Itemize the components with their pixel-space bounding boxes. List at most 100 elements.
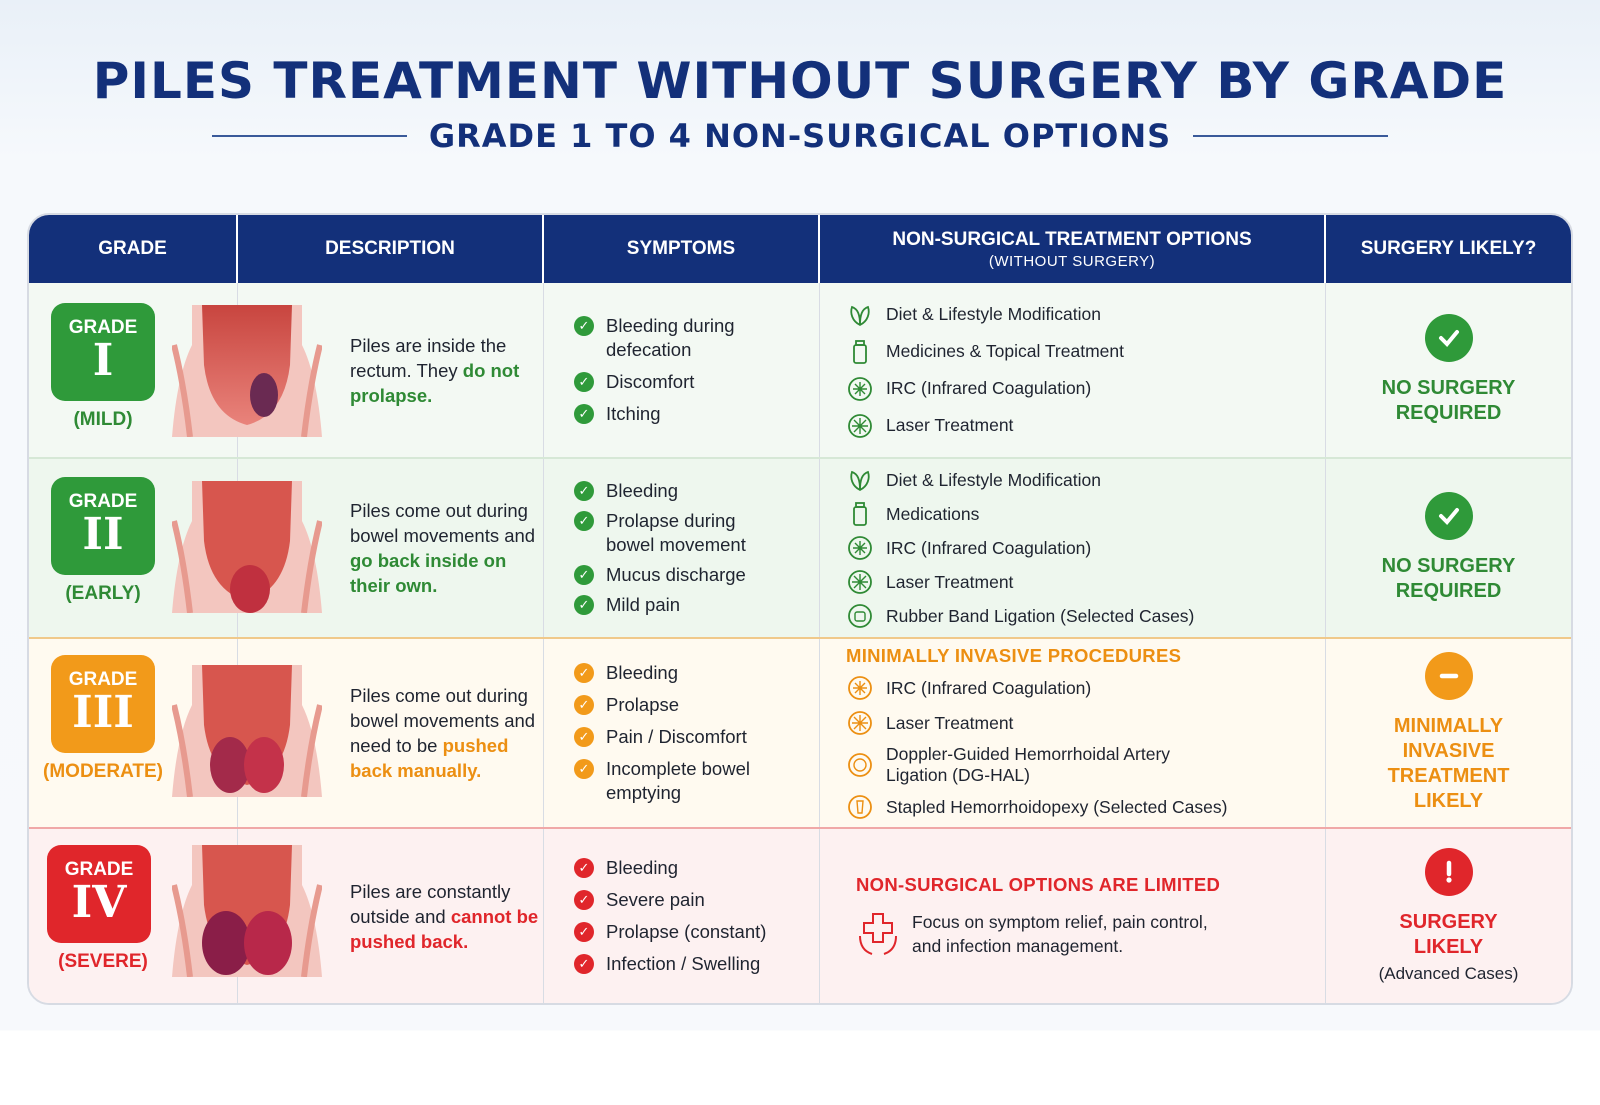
anatomy-illustration bbox=[172, 481, 322, 613]
symptom-label: Prolapse during bowel movement bbox=[606, 510, 746, 555]
check-icon: ✓ bbox=[574, 595, 594, 615]
description-cell: Piles come out during bowel movements an… bbox=[238, 459, 544, 637]
symptom-item: ✓ Incomplete bowel emptying bbox=[574, 757, 819, 805]
laser-icon bbox=[846, 412, 874, 440]
check-icon: ✓ bbox=[574, 316, 594, 336]
grade-badge: GRADE IV bbox=[47, 845, 151, 943]
treatment-item: IRC (Infrared Coagulation) bbox=[846, 375, 1325, 403]
symptom-label: Bleeding during defecation bbox=[606, 315, 735, 360]
grade-numeral: IV bbox=[71, 877, 127, 928]
symptom-label: Pain / Discomfort bbox=[606, 726, 747, 747]
treatment-section-heading: NON-SURGICAL OPTIONS ARE LIMITED bbox=[856, 874, 1221, 895]
header-treatment-label: NON-SURGICAL TREATMENT OPTIONS bbox=[892, 228, 1252, 250]
check-icon: ✓ bbox=[574, 663, 594, 683]
table-row-grade-3: GRADE III (MODERATE) Piles come out duri… bbox=[29, 639, 1571, 829]
treatment-label: Rubber Band Ligation (Selected Cases) bbox=[886, 605, 1195, 626]
symptom-item: ✓ Pain / Discomfort bbox=[574, 725, 819, 749]
infrared-icon bbox=[846, 375, 874, 403]
header-grade-label: GRADE bbox=[98, 238, 167, 259]
treatment-cell: Diet & Lifestyle Modification Medication… bbox=[820, 459, 1326, 637]
grade-badge: GRADE III bbox=[51, 655, 155, 753]
header-treatment: NON-SURGICAL TREATMENT OPTIONS (WITHOUT … bbox=[820, 215, 1326, 283]
check-icon: ✓ bbox=[574, 695, 594, 715]
anatomy-illustration bbox=[172, 305, 322, 437]
treatment-item: Stapled Hemorrhoidopexy (Selected Cases) bbox=[846, 793, 1325, 821]
check-icon: ✓ bbox=[574, 511, 594, 531]
surgery-cell: SURGERY LIKELY (Advanced Cases) bbox=[1326, 829, 1571, 1003]
laser-icon bbox=[846, 568, 874, 596]
subtitle-rule-right bbox=[1193, 135, 1389, 137]
exclamation-circle-icon bbox=[1424, 848, 1473, 896]
symptom-label: Prolapse (constant) bbox=[606, 921, 767, 942]
anatomy-illustration bbox=[172, 845, 322, 977]
description-text: Piles are inside the rectum. They bbox=[350, 334, 507, 381]
treatment-item: Medicines & Topical Treatment bbox=[846, 338, 1325, 366]
symptom-item: ✓ Bleeding during defecation bbox=[574, 314, 819, 362]
symptom-label: Incomplete bowel emptying bbox=[606, 758, 750, 803]
grade-badge-label: GRADE bbox=[64, 859, 134, 880]
treatment-label: Diet & Lifestyle Modification bbox=[886, 304, 1101, 324]
description-cell: Piles come out during bowel movements an… bbox=[238, 639, 544, 827]
page-title: PILES TREATMENT WITHOUT SURGERY BY GRADE bbox=[92, 52, 1508, 110]
grade-badge-label: GRADE bbox=[68, 317, 138, 338]
description-cell: Piles are inside the rectum. They do not… bbox=[238, 283, 544, 457]
symptom-item: ✓ Itching bbox=[574, 402, 819, 426]
anatomy-illustration bbox=[172, 665, 322, 797]
treatment-item: Diet & Lifestyle Modification bbox=[846, 466, 1325, 494]
header-symptoms-label: SYMPTOMS bbox=[626, 238, 736, 259]
table-row-grade-4: GRADE IV (SEVERE) Piles are constantly o… bbox=[29, 829, 1571, 1003]
symptoms-cell: ✓ Bleeding ✓ Severe pain ✓ Prolapse (consta… bbox=[544, 829, 820, 1003]
treatment-item: Laser Treatment bbox=[846, 412, 1325, 440]
treatment-item: Laser Treatment bbox=[846, 709, 1325, 737]
treatment-label: IRC (Infrared Coagulation) bbox=[886, 677, 1092, 698]
leaf-icon bbox=[846, 301, 874, 329]
grade-numeral: I bbox=[92, 335, 114, 386]
symptom-item: ✓ Prolapse bbox=[574, 693, 819, 717]
grade-cell: GRADE II (EARLY) bbox=[29, 459, 322, 637]
check-icon: ✓ bbox=[574, 890, 594, 910]
page-subtitle: GRADE 1 TO 4 NON-SURGICAL OPTIONS bbox=[428, 117, 1172, 155]
symptom-item: ✓ Mild pain bbox=[574, 593, 819, 617]
treatment-item: IRC (Infrared Coagulation) bbox=[846, 534, 1325, 562]
treatment-label: Laser Treatment bbox=[886, 712, 1014, 733]
surgery-cell: NO SURGERY REQUIRED bbox=[1326, 459, 1571, 637]
symptom-item: ✓ Discomfort bbox=[574, 370, 819, 394]
check-circle-icon bbox=[1424, 492, 1473, 540]
check-icon: ✓ bbox=[574, 565, 594, 585]
grade-badge-label: GRADE bbox=[68, 491, 138, 512]
symptom-label: Prolapse bbox=[606, 694, 680, 715]
treatment-item: Diet & Lifestyle Modification bbox=[846, 301, 1325, 329]
description-highlight: go back inside on their own. bbox=[350, 550, 507, 596]
description-text: Piles are constantly outside and bbox=[350, 880, 511, 927]
subtitle-row: GRADE 1 TO 4 NON-SURGICAL OPTIONS bbox=[0, 116, 1600, 156]
symptom-item: ✓ Prolapse during bowel movement bbox=[574, 509, 819, 557]
treatment-item: Medications bbox=[846, 500, 1325, 528]
symptoms-cell: ✓ Bleeding during defecation ✓ Discomfort … bbox=[544, 283, 820, 457]
description-highlight: do not prolapse. bbox=[350, 359, 520, 406]
check-icon: ✓ bbox=[574, 727, 594, 747]
treatment-cell: MINIMALLY INVASIVE PROCEDURES IRC (Infra… bbox=[820, 639, 1326, 827]
check-icon: ✓ bbox=[574, 404, 594, 424]
infrared-icon bbox=[846, 534, 874, 562]
check-circle-icon bbox=[1424, 314, 1473, 362]
grade-badge-label: GRADE bbox=[68, 669, 138, 690]
treatment-note-item: Focus on symptom relief, pain control, a… bbox=[856, 910, 1325, 958]
check-icon: ✓ bbox=[574, 954, 594, 974]
grade-cell: GRADE IV (SEVERE) bbox=[29, 829, 322, 1003]
table-header: GRADE DESCRIPTION SYMPTOMS NON-SURGICAL … bbox=[29, 215, 1571, 283]
grade-description: Piles are constantly outside and cannot … bbox=[350, 829, 540, 1003]
leaf-icon bbox=[846, 466, 874, 494]
symptom-label: Bleeding bbox=[606, 480, 679, 501]
grade-severity: (MODERATE) bbox=[43, 761, 163, 782]
check-icon: ✓ bbox=[574, 922, 594, 942]
table-row-grade-1: GRADE I (MILD) Piles are inside the rect… bbox=[29, 283, 1571, 459]
laser-icon bbox=[846, 709, 874, 737]
grade-description: Piles come out during bowel movements an… bbox=[350, 459, 540, 637]
surgery-cell: MINIMALLY INVASIVE TREATMENT LIKELY bbox=[1326, 639, 1571, 827]
surgery-verdict: MINIMALLY INVASIVE TREATMENT LIKELY bbox=[1387, 715, 1510, 812]
description-highlight: cannot be pushed back. bbox=[350, 905, 539, 952]
grade-severity: (MILD) bbox=[73, 409, 133, 430]
treatment-label: Laser Treatment bbox=[886, 571, 1014, 592]
description-cell: Piles are constantly outside and cannot … bbox=[238, 829, 544, 1003]
